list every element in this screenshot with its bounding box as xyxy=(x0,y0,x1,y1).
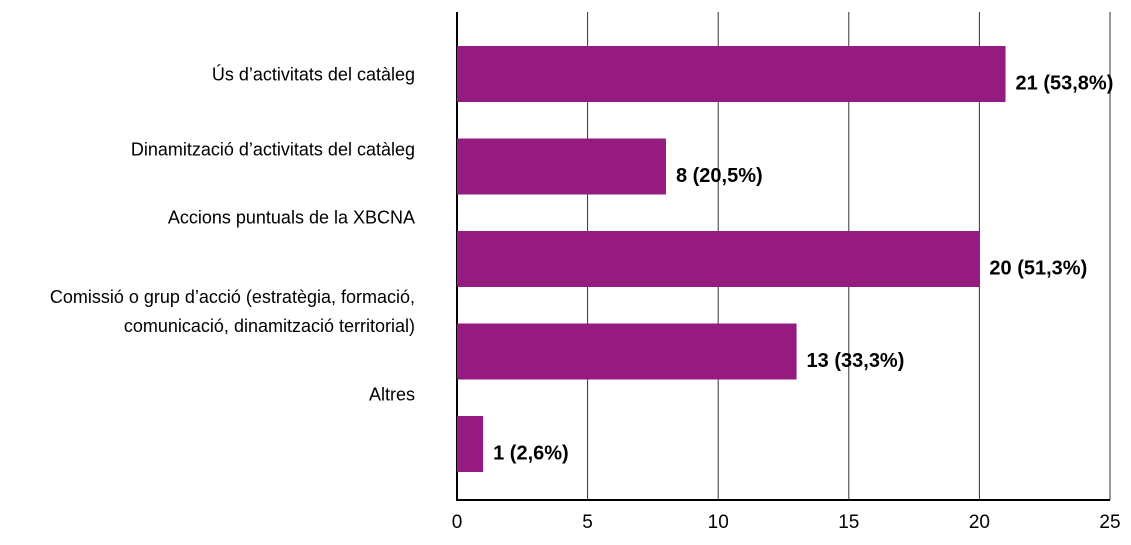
y-tick-label: Dinamització d’activitats del catàleg xyxy=(130,139,415,160)
bar xyxy=(457,231,980,287)
x-tick-label: 15 xyxy=(838,512,859,533)
value-label: 20 (51,3%) xyxy=(989,257,1087,279)
value-label: 21 (53,8%) xyxy=(1016,72,1114,94)
bar xyxy=(457,323,797,380)
value-label: 8 (20,5%) xyxy=(676,165,763,187)
y-tick-label: Comissió o grup d’acció (estratègia, for… xyxy=(49,287,415,336)
x-tick-label: 25 xyxy=(1099,512,1120,533)
bar xyxy=(457,138,666,195)
y-tick-label: Accions puntuals de la XBCNA xyxy=(167,207,415,228)
bar xyxy=(457,416,484,472)
bar xyxy=(457,46,1006,102)
value-label: 1 (2,6%) xyxy=(493,442,569,464)
x-tick-label: 0 xyxy=(452,512,463,533)
value-label: 13 (33,3%) xyxy=(807,350,905,372)
x-tick-label: 10 xyxy=(708,512,729,533)
x-tick-label: 5 xyxy=(582,512,593,533)
x-tick-label: 20 xyxy=(969,512,990,533)
y-tick-label: Ús d’activitats del catàleg xyxy=(211,64,415,85)
y-tick-label: Altres xyxy=(368,384,415,405)
